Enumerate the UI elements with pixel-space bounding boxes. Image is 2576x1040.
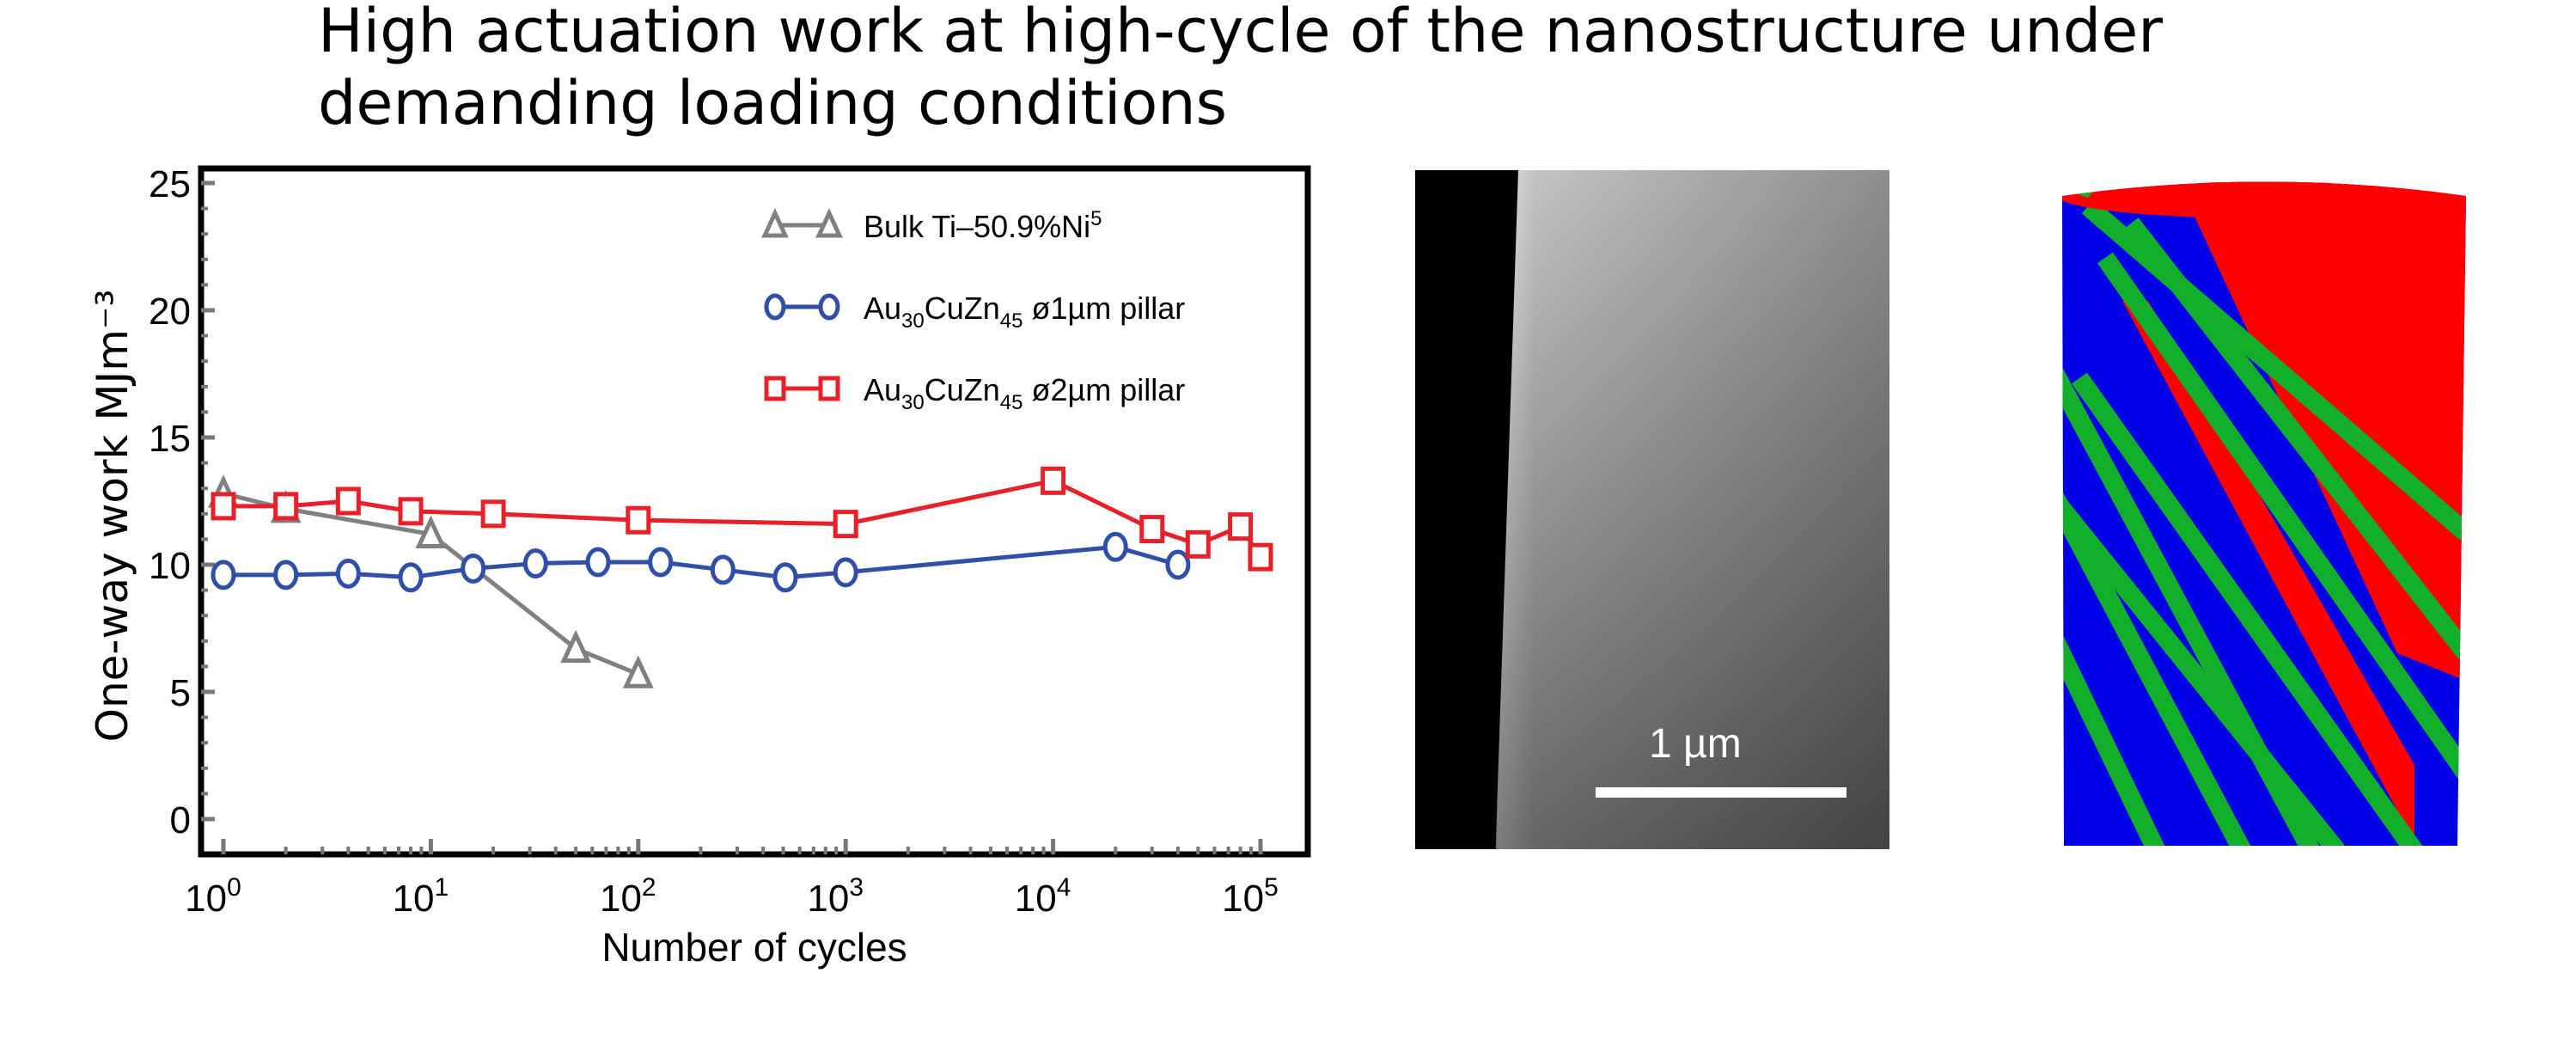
twin-boundary-stripe: [2062, 492, 2345, 846]
data-point-circle: [461, 553, 486, 584]
data-point-square: [1139, 515, 1165, 544]
sem-micrograph: 1 µm: [1415, 170, 1889, 849]
data-point-circle: [585, 547, 611, 578]
y-tick-label: 0: [170, 799, 191, 841]
x-tick-label: 102: [600, 873, 656, 920]
pillar-simulation-image: [2062, 181, 2466, 846]
data-point-triangle: [815, 208, 843, 238]
data-point-square: [764, 376, 786, 401]
legend-entry: Au30CuZn45 ø2µm pillar: [764, 372, 1185, 414]
y-axis-label: One-way work MJm⁻³: [88, 290, 137, 743]
legend-label: Au30CuZn45 ø2µm pillar: [864, 372, 1185, 414]
data-point-square: [1248, 542, 1273, 572]
data-point-circle: [398, 562, 424, 593]
data-point-circle: [818, 293, 840, 321]
data-point-square: [833, 510, 858, 539]
scale-bar-label: 1 µm: [1649, 721, 1742, 767]
twin-boundary-stripe: [2062, 425, 2251, 846]
data-point-square: [626, 505, 651, 535]
legend-label: Bulk Ti–50.9%Ni5: [864, 207, 1102, 244]
plot-frame: [198, 165, 1311, 858]
data-point-square: [1228, 512, 1254, 541]
data-point-square: [335, 486, 361, 516]
data-point-circle: [522, 548, 548, 579]
data-point-triangle: [560, 629, 592, 664]
data-point-square: [1041, 466, 1066, 495]
data-point-circle: [1102, 531, 1128, 562]
data-point-square: [211, 492, 236, 521]
data-point-circle: [1165, 549, 1191, 580]
legend-entry: Bulk Ti–50.9%Ni5: [761, 207, 1102, 244]
y-tick-label: 15: [149, 418, 191, 460]
y-tick-label: 5: [170, 672, 191, 714]
x-tick-label: 105: [1222, 873, 1279, 920]
data-point-square: [398, 497, 424, 526]
x-tick-label: 103: [807, 873, 864, 920]
data-point-square: [818, 376, 840, 401]
x-tick-label: 104: [1015, 873, 1071, 920]
legend-label: Au30CuZn45 ø1µm pillar: [864, 291, 1185, 333]
data-point-circle: [273, 560, 299, 590]
x-tick-label: 100: [185, 873, 241, 920]
data-point-square: [273, 492, 299, 521]
series-line: [223, 544, 1179, 580]
slide-title: High actuation work at high-cycle of the…: [318, 0, 2164, 138]
work-vs-cycles-chart: 100 101 102 103 104 105 0 5 10 15 20 25 Bulk Ti–50.…: [88, 163, 1311, 970]
data-point-square: [480, 499, 506, 529]
data-point-circle: [833, 557, 858, 588]
series-circle: [211, 531, 1191, 593]
y-tick-label: 20: [149, 291, 191, 333]
y-tick-label: 25: [149, 163, 191, 205]
scale-bar: [1596, 787, 1847, 798]
data-point-triangle: [622, 655, 654, 688]
twin-boundary-stripe: [2062, 597, 2165, 846]
y-tick-label: 10: [149, 545, 191, 587]
x-tick-label: 101: [393, 873, 449, 920]
data-point-circle: [772, 562, 798, 593]
data-point-circle: [335, 558, 361, 589]
data-point-circle: [710, 554, 736, 585]
twin-boundary-stripe: [2072, 372, 2422, 846]
twin-boundary-stripe: [2097, 252, 2466, 780]
data-point-triangle: [761, 208, 789, 238]
twin-boundary-stripe: [2081, 199, 2466, 541]
series-square: [211, 466, 1273, 572]
data-point-circle: [648, 547, 674, 578]
data-point-circle: [764, 293, 786, 321]
legend-entry: Au30CuZn45 ø1µm pillar: [764, 291, 1185, 333]
data-point-circle: [211, 560, 236, 590]
data-point-square: [1185, 529, 1211, 559]
x-axis-label: Number of cycles: [601, 925, 906, 970]
data-point-triangle: [415, 515, 447, 548]
